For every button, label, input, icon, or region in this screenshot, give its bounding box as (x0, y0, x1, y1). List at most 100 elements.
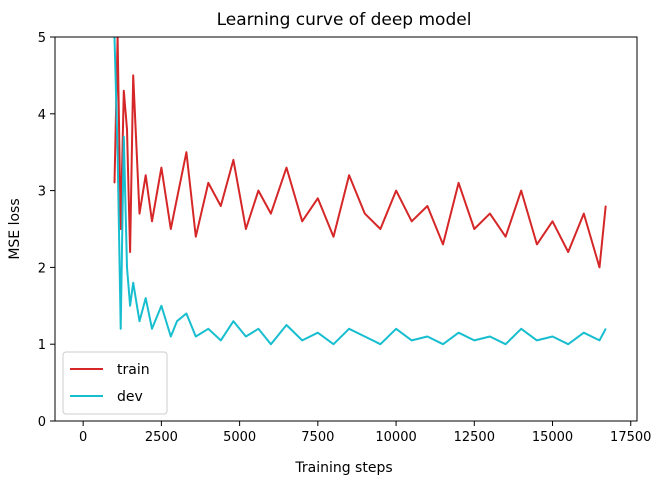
data-point-dev (598, 339, 601, 341)
x-tick-label: 2500 (145, 430, 178, 445)
data-point-dev (567, 343, 569, 345)
x-tick-label: 0 (79, 430, 87, 445)
data-point-train (151, 220, 153, 222)
data-point-dev (220, 339, 222, 341)
data-point-train (505, 236, 507, 238)
data-point-dev (126, 266, 128, 268)
data-point-train (145, 174, 147, 176)
x-tick-label: 10000 (375, 430, 416, 445)
data-point-dev (257, 328, 259, 330)
x-axis-label: Training steps (294, 460, 392, 476)
data-point-train (285, 167, 288, 169)
data-point-train (245, 228, 247, 230)
data-point-dev (520, 328, 522, 330)
data-point-train (170, 228, 172, 230)
plot-area (113, 37, 607, 346)
data-point-dev (332, 343, 335, 345)
axes-frame (54, 36, 638, 422)
data-point-dev (270, 343, 272, 345)
data-point-dev (442, 343, 444, 345)
data-point-dev (207, 328, 209, 330)
y-tick-label: 4 (38, 108, 46, 123)
data-point-train (458, 182, 460, 184)
y-tick-label: 5 (38, 31, 46, 46)
data-point-dev (170, 335, 172, 338)
data-point-dev (411, 339, 413, 341)
data-point-dev (117, 151, 119, 153)
y-tick-label: 1 (38, 338, 46, 353)
data-point-dev (301, 339, 303, 341)
data-point-train (489, 213, 491, 215)
data-point-dev (195, 335, 197, 338)
x-tick-label: 17500 (610, 430, 651, 445)
data-point-dev (176, 320, 178, 322)
data-point-train (270, 213, 272, 215)
data-point-train (113, 182, 116, 184)
legend: train dev (62, 351, 168, 415)
y-tick-label: 0 (38, 415, 46, 430)
data-point-train (176, 197, 178, 199)
data-point-train (317, 197, 319, 199)
data-point-train (598, 266, 601, 268)
x-tick-label: 12500 (454, 430, 495, 445)
data-point-dev (245, 335, 247, 338)
x-tick-label: 7500 (301, 430, 334, 445)
data-point-train (132, 74, 134, 76)
data-point-train (605, 205, 607, 207)
x-tick-label: 5000 (223, 430, 256, 445)
data-point-train (583, 213, 585, 215)
data-point-train (126, 128, 128, 130)
axes: 0 2500 5000 7500 10000 12500 15000 17500 0 1 2 3 4 5 (38, 31, 652, 445)
data-point-train (129, 251, 131, 253)
chart-title: Learning curve of deep model (217, 10, 472, 30)
data-point-train (442, 243, 444, 245)
series-group (113, 37, 607, 346)
data-point-train (395, 190, 397, 192)
data-point-dev (458, 332, 460, 334)
data-point-dev (583, 332, 585, 334)
data-point-dev (395, 328, 397, 330)
data-point-dev (129, 305, 131, 307)
data-point-train (426, 205, 428, 207)
legend-label-dev: dev (117, 389, 143, 405)
data-point-train (232, 159, 234, 161)
data-point-dev (473, 339, 475, 341)
data-point-dev (232, 320, 234, 322)
data-point-train (120, 228, 122, 230)
data-point-train (348, 174, 350, 176)
data-point-train (207, 182, 209, 184)
data-point-dev (348, 328, 350, 330)
y-axis-label: MSE loss (7, 198, 23, 259)
data-point-train (195, 236, 197, 238)
data-point-train (551, 220, 554, 222)
data-point-train (138, 213, 141, 215)
data-point-train (185, 151, 187, 153)
data-point-dev (151, 328, 153, 330)
data-point-train (257, 190, 259, 192)
data-point-dev (489, 335, 491, 338)
y-tick-label: 2 (38, 261, 46, 276)
data-point-dev (364, 335, 366, 338)
data-point-train (536, 243, 538, 245)
y-tick-label: 3 (38, 185, 46, 200)
data-point-dev (185, 312, 187, 315)
data-point-train (379, 228, 381, 230)
data-point-dev (120, 328, 122, 330)
legend-box (62, 351, 168, 415)
data-point-train (301, 220, 303, 222)
legend-label-train: train (117, 362, 150, 378)
data-point-train (520, 190, 522, 192)
data-point-dev (160, 305, 162, 307)
data-point-dev (605, 328, 607, 330)
data-point-dev (132, 282, 134, 284)
data-point-dev (536, 339, 538, 341)
data-point-train (411, 220, 413, 222)
data-point-train (332, 236, 335, 238)
data-point-dev (317, 332, 319, 334)
data-point-dev (285, 324, 288, 326)
data-point-dev (505, 343, 507, 345)
data-point-train (123, 90, 125, 92)
data-point-train (220, 205, 222, 207)
